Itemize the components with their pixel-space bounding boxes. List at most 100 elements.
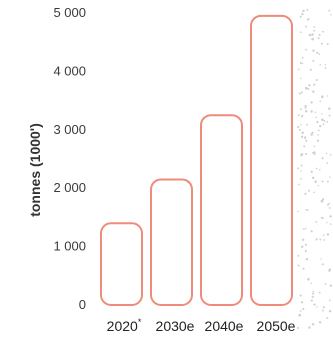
decor-dot [329, 284, 332, 287]
decor-dot [307, 278, 310, 281]
decor-dot [316, 121, 319, 124]
y-tick-label: 1 000 [53, 239, 86, 254]
decor-dot [316, 306, 318, 308]
decor-dot [302, 308, 305, 311]
decor-dot [321, 198, 325, 201]
decor-dot [321, 157, 324, 160]
decor-dot [310, 299, 313, 302]
decorative-dot-pattern [297, 9, 332, 330]
decor-dot [316, 51, 319, 55]
decor-dot [305, 257, 309, 261]
decor-dot [308, 33, 312, 37]
x-tick-label: 2050e [257, 318, 296, 334]
decor-dot [313, 303, 316, 306]
decor-dot [297, 114, 300, 117]
decor-dot [308, 189, 311, 192]
decor-dot [320, 216, 323, 219]
decor-dot [301, 12, 304, 16]
decor-dot [330, 13, 332, 16]
decor-dot [320, 258, 322, 260]
decor-dot [315, 221, 318, 223]
decor-dot [322, 123, 325, 126]
decor-dot [302, 228, 305, 230]
decor-dot [311, 33, 314, 36]
decor-dot [322, 306, 326, 309]
decor-dot [300, 77, 302, 80]
decor-dot [321, 42, 323, 45]
decor-dot [308, 84, 311, 87]
decor-dot [299, 310, 302, 312]
y-tick-label: 0 [79, 297, 86, 312]
decor-dot [308, 326, 311, 329]
decor-dot [312, 151, 314, 154]
decor-dot [327, 203, 329, 206]
decor-dot [298, 313, 301, 317]
decor-dot [328, 107, 331, 110]
decor-dot [328, 207, 331, 209]
decor-dot [297, 167, 299, 170]
decor-dot [305, 25, 307, 28]
decor-dot [310, 230, 313, 233]
decor-dot [299, 31, 302, 34]
decor-dot [300, 301, 304, 304]
decor-dot [297, 326, 300, 330]
y-tick-label: 3 000 [53, 122, 86, 137]
decor-dot [319, 124, 322, 128]
bar-2030e [150, 178, 193, 306]
decor-dot [326, 180, 329, 183]
decor-dot [312, 90, 315, 93]
decor-dot [312, 290, 314, 293]
decor-dot [324, 67, 327, 69]
decor-dot [300, 135, 304, 138]
decor-dot [299, 62, 302, 64]
decor-dot [321, 309, 324, 312]
decor-dot [304, 110, 308, 113]
decor-dot [301, 131, 304, 135]
decor-dot [323, 239, 325, 241]
decor-dot [329, 223, 332, 225]
decor-dot [298, 128, 301, 131]
decor-dot [319, 238, 321, 240]
decor-dot [297, 254, 300, 257]
decor-dot [317, 184, 320, 187]
decor-dot [299, 294, 302, 297]
decor-dot [307, 87, 310, 90]
decor-dot [301, 114, 304, 117]
decor-dot [302, 267, 305, 270]
decor-dot [311, 323, 315, 326]
decor-dot [298, 92, 301, 95]
decor-dot [328, 268, 332, 271]
decor-dot [326, 162, 329, 164]
decor-dot [312, 49, 315, 52]
decor-dot [326, 222, 328, 224]
decor-dot [318, 291, 321, 294]
decor-dot [304, 105, 307, 108]
decor-dot [315, 116, 317, 119]
decor-dot [311, 176, 315, 180]
decor-dot [318, 321, 322, 324]
decor-dot [313, 26, 316, 28]
bar-2020 [100, 222, 143, 307]
y-axis-ticks: 0 1 000 2 000 3 000 4 000 5 000 [53, 5, 86, 312]
decor-dot [315, 78, 318, 82]
decor-dot [311, 295, 314, 298]
decor-dot [310, 170, 313, 173]
decor-dot [297, 264, 300, 267]
decor-dot [324, 283, 327, 285]
decor-dot [325, 152, 328, 155]
decor-dot [315, 238, 318, 241]
decor-dot [321, 263, 324, 266]
decor-dot [304, 243, 307, 246]
decor-dot [306, 9, 309, 11]
decor-dot [310, 282, 312, 285]
decor-dot [304, 249, 307, 252]
bar-2040e [200, 114, 243, 306]
x-axis-labels: 2020* 2030e 2040e 2050e [107, 317, 296, 334]
decor-dot [326, 43, 329, 46]
decor-dot [319, 100, 322, 103]
decor-dot [309, 68, 312, 71]
decor-dot [301, 56, 304, 59]
decor-dot [317, 129, 320, 132]
y-tick-label: 4 000 [53, 63, 86, 78]
